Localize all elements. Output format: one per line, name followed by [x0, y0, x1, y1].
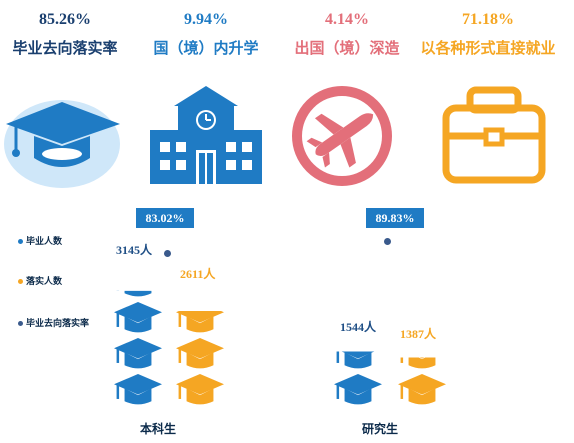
kpi-label: 国（境）内升学 [153, 39, 259, 57]
kpi-label: 毕业去向落实率 [12, 39, 118, 57]
rate-label-undergrad: 83.02% [136, 208, 194, 228]
kpi-overseas-study: 4.14% 出国（境）深造 [277, 10, 417, 58]
bar-icon-graduates [334, 374, 382, 405]
legend-item-graduates: 毕业人数 [18, 236, 62, 248]
bar-icon-graduates [114, 338, 162, 369]
rate-point-graduate [384, 238, 391, 245]
kpi-label: 出国（境）深造 [294, 39, 400, 57]
legend-label: 落实人数 [26, 277, 63, 287]
rate-label-graduate: 89.83% [366, 208, 424, 228]
count-label-undergrad-graduates: 3145人 [116, 243, 153, 257]
rate-point-undergrad [164, 250, 171, 257]
kpi-value: 85.26% [39, 11, 91, 28]
kpi-employment: 71.18% 以各种形式直接就业 [418, 10, 558, 58]
bar-icon-placed [176, 374, 224, 405]
kpi-value: 71.18% [462, 11, 514, 28]
graduation-cap-icon [4, 100, 120, 188]
airplane-icon [292, 86, 392, 186]
bar-icon-graduates [114, 302, 162, 333]
count-label-undergrad-placed: 2611人 [180, 267, 216, 281]
bar-icon-partial-placed [400, 357, 436, 369]
legend-swatch [18, 321, 23, 326]
category-label-undergrad: 本科生 [140, 422, 177, 436]
legend-swatch [18, 279, 23, 284]
legend-item-rate: 毕业去向落实率 [18, 318, 89, 330]
count-label-graduate-graduates: 1544人 [340, 320, 377, 334]
legend-item-placed: 落实人数 [18, 276, 62, 288]
legend-label: 毕业人数 [26, 237, 63, 247]
bar-icon-graduates [114, 374, 162, 405]
kpi-label: 以各种形式直接就业 [420, 39, 556, 57]
kpi-graduation-rate: 85.26% 毕业去向落实率 [0, 10, 135, 58]
legend-label: 毕业去向落实率 [26, 319, 90, 329]
bar-icon-partial-graduates [336, 351, 375, 369]
bar-icon-placed [176, 338, 224, 369]
kpi-domestic-study: 9.94% 国（境）内升学 [136, 10, 276, 58]
bar-icon-placed [398, 374, 446, 405]
count-label-graduate-placed: 1387人 [400, 327, 437, 341]
legend-swatch [18, 239, 23, 244]
kpi-value: 4.14% [325, 11, 369, 28]
bar-icon-partial-graduates [116, 290, 152, 297]
bar-icon-partial-placed [176, 311, 224, 333]
school-building-icon [150, 86, 262, 184]
category-label-graduate: 研究生 [362, 422, 399, 436]
briefcase-icon [442, 86, 546, 184]
kpi-value: 9.94% [184, 11, 228, 28]
